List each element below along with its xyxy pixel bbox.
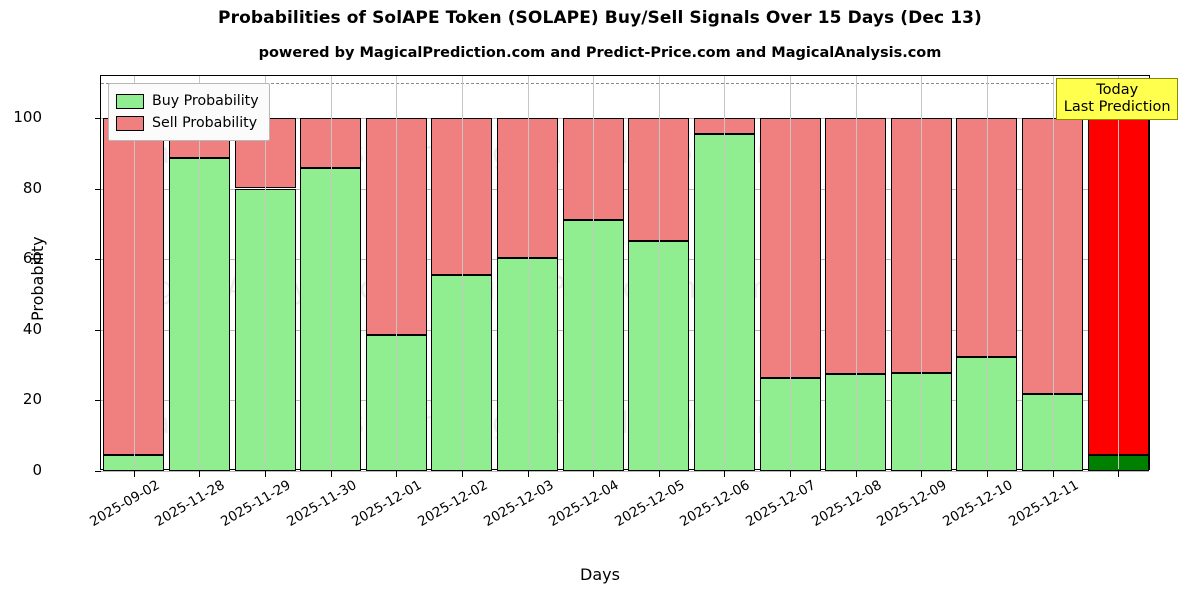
y-tick-label: 20 — [22, 390, 42, 409]
x-tick-mark — [396, 471, 398, 477]
y-tick-mark — [95, 471, 101, 472]
dashed-threshold-line — [101, 83, 1149, 85]
legend-item[interactable]: Sell Probability — [116, 112, 259, 134]
x-tick-mark — [658, 471, 660, 477]
legend-color-swatch — [116, 93, 144, 109]
y-tick-label: 0 — [32, 461, 42, 479]
y-tick-mark — [95, 329, 101, 331]
x-tick-mark — [593, 471, 595, 477]
chart-title: Probabilities of SolAPE Token (SOLAPE) B… — [218, 8, 982, 28]
x-gridline — [1052, 76, 1054, 469]
x-gridline — [199, 76, 201, 469]
y-tick-mark — [95, 188, 101, 190]
x-tick-mark — [790, 471, 792, 477]
x-tick-mark — [330, 471, 332, 477]
y-gridline — [101, 471, 1149, 472]
x-gridline — [330, 76, 332, 469]
y-tick-label: 40 — [22, 319, 42, 338]
legend-item[interactable]: Buy Probability — [116, 90, 259, 112]
chart-subtitle: powered by MagicalPrediction.com and Pre… — [258, 45, 942, 61]
chart-legend: Buy Probability Sell Probability — [108, 83, 270, 141]
y-tick-label: 100 — [13, 108, 42, 127]
y-gridline — [101, 400, 1149, 402]
x-tick-mark — [133, 471, 135, 477]
x-tick-mark — [986, 471, 988, 477]
x-tick-mark — [265, 471, 267, 477]
legend-label: Sell Probability — [152, 115, 258, 131]
x-gridline — [921, 76, 923, 469]
x-axis-label: Days — [580, 565, 620, 584]
last-prediction-label: Last Prediction — [1063, 99, 1171, 115]
x-tick-mark — [527, 471, 529, 477]
x-gridline — [396, 76, 398, 469]
y-tick-mark — [95, 400, 101, 402]
x-gridline — [658, 76, 660, 469]
x-gridline — [593, 76, 595, 469]
y-gridline — [101, 259, 1149, 261]
y-gridline — [101, 118, 1149, 120]
x-gridline — [855, 76, 857, 469]
y-tick-label: 60 — [22, 249, 42, 268]
x-gridline — [1118, 76, 1120, 469]
x-tick-mark — [199, 471, 201, 477]
x-tick-mark — [1052, 471, 1054, 477]
y-tick-label: 80 — [22, 178, 42, 197]
x-tick-mark — [921, 471, 923, 477]
legend-label: Buy Probability — [152, 93, 259, 109]
x-gridline — [527, 76, 529, 469]
x-tick-mark — [461, 471, 463, 477]
y-tick-mark — [95, 118, 101, 120]
x-gridline — [790, 76, 792, 469]
x-tick-mark — [1118, 471, 1120, 477]
today-last-prediction-box: Today Last Prediction — [1056, 78, 1179, 120]
x-gridline — [724, 76, 726, 469]
y-tick-mark — [95, 259, 101, 261]
x-tick-mark — [855, 471, 857, 477]
x-gridline — [265, 76, 267, 469]
y-gridline — [101, 188, 1149, 190]
x-gridline — [461, 76, 463, 469]
legend-color-swatch — [116, 115, 144, 131]
x-gridline — [133, 76, 135, 469]
x-gridline — [986, 76, 988, 469]
today-label: Today — [1096, 82, 1139, 98]
x-tick-mark — [724, 471, 726, 477]
y-gridline — [101, 329, 1149, 331]
